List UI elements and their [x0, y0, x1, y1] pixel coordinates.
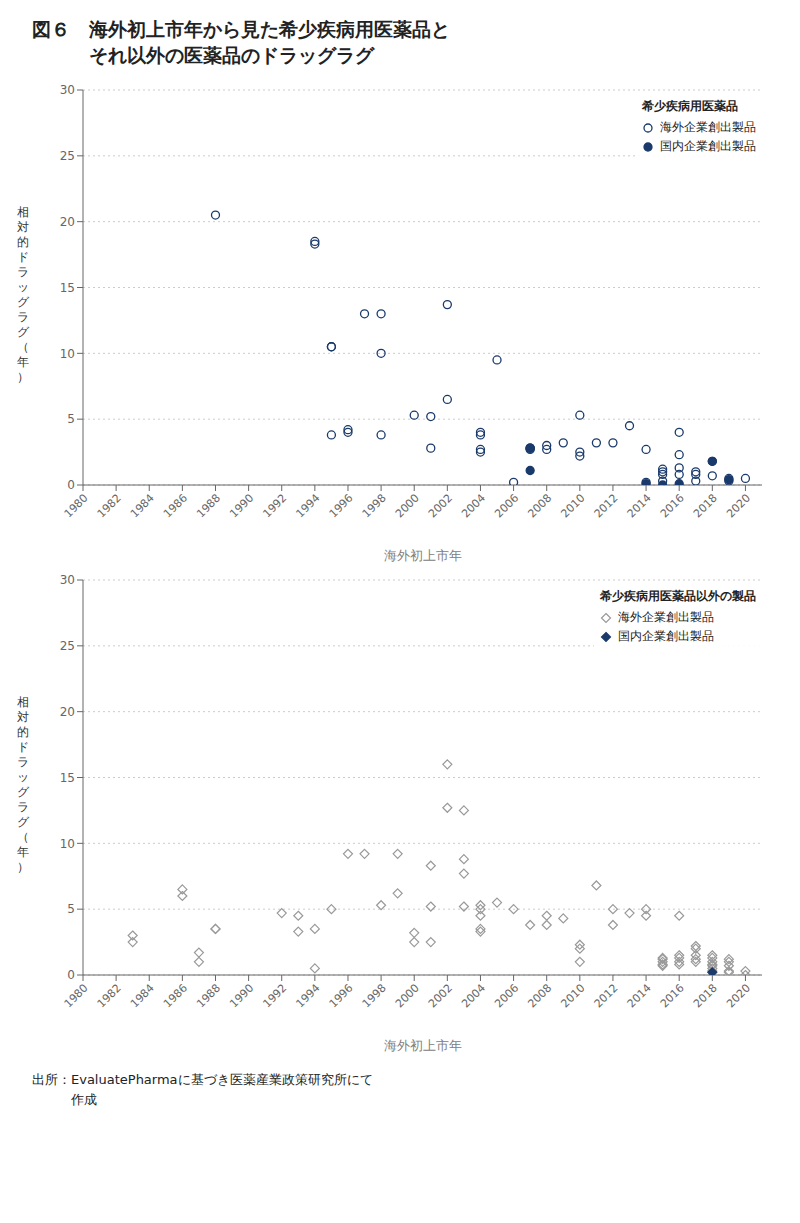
svg-text:1998: 1998: [360, 981, 389, 1010]
svg-text:2014: 2014: [625, 491, 654, 520]
svg-text:2002: 2002: [426, 491, 455, 520]
svg-text:2006: 2006: [492, 491, 521, 520]
html-text:ド: ド: [17, 740, 29, 754]
html-text:対: 対: [17, 710, 29, 724]
svg-text:1982: 1982: [95, 491, 124, 520]
svg-text:2020: 2020: [724, 491, 753, 520]
svg-text:5: 5: [67, 902, 75, 916]
svg-text:25: 25: [60, 149, 75, 163]
html-text:グ: グ: [17, 785, 29, 799]
html-text:ラ: ラ: [17, 310, 29, 324]
html-text:それ以外の医薬品のドラッグラグ: それ以外の医薬品のドラッグラグ: [32, 44, 374, 66]
html-text:相: 相: [17, 695, 29, 709]
svg-text:2010: 2010: [558, 981, 587, 1010]
svg-text:2004: 2004: [459, 491, 488, 520]
html-text:海外企業創出製品: 海外企業創出製品: [618, 610, 714, 624]
svg-text:2006: 2006: [492, 981, 521, 1010]
svg-text:1980: 1980: [62, 981, 91, 1010]
svg-text:10: 10: [60, 347, 75, 361]
svg-text:1996: 1996: [327, 491, 356, 520]
svg-text:2008: 2008: [525, 491, 554, 520]
svg-text:1986: 1986: [161, 981, 190, 1010]
svg-text:1992: 1992: [260, 981, 289, 1010]
svg-text:1994: 1994: [294, 981, 323, 1010]
html-text:グ: グ: [17, 295, 29, 309]
svg-text:2000: 2000: [393, 491, 422, 520]
svg-text:2012: 2012: [592, 491, 621, 520]
svg-text:20: 20: [60, 705, 75, 719]
html-text:年: 年: [17, 845, 29, 859]
svg-text:1990: 1990: [227, 491, 256, 520]
svg-text:1980: 1980: [62, 491, 91, 520]
html-text:対: 対: [17, 220, 29, 234]
html-text:作成: 作成: [32, 1092, 97, 1107]
svg-text:30: 30: [60, 573, 75, 587]
html-text:的: 的: [17, 235, 29, 249]
svg-text:1986: 1986: [161, 491, 190, 520]
svg-text:2020: 2020: [724, 981, 753, 1010]
svg-text:2010: 2010: [558, 491, 587, 520]
svg-text:1992: 1992: [260, 491, 289, 520]
html-text:出所：EvaluatePharmaに基づき医薬産業政策研究所: 出所：EvaluatePharmaに基づき医薬産業政策研究所にて: [32, 1072, 373, 1087]
svg-text:0: 0: [67, 968, 75, 982]
svg-text:2018: 2018: [691, 981, 720, 1010]
svg-text:2014: 2014: [625, 981, 654, 1010]
html-text:グ: グ: [17, 815, 29, 829]
svg-text:5: 5: [67, 412, 75, 426]
html-text:年: 年: [17, 355, 29, 369]
svg-text:2016: 2016: [658, 981, 687, 1010]
svg-text:1984: 1984: [128, 491, 157, 520]
svg-text:1988: 1988: [194, 491, 223, 520]
html-text:ッ: ッ: [17, 770, 29, 784]
svg-text:海外初上市年: 海外初上市年: [384, 1038, 462, 1053]
svg-text:1990: 1990: [227, 981, 256, 1010]
html-text:相: 相: [17, 205, 29, 219]
svg-text:1994: 1994: [294, 491, 323, 520]
svg-text:15: 15: [60, 281, 75, 295]
html-text:図６ 海外初上市年から見た希少疾病用医薬品と: 図６ 海外初上市年から見た希少疾病用医薬品と: [32, 18, 450, 40]
svg-text:10: 10: [60, 837, 75, 851]
svg-text:2018: 2018: [691, 491, 720, 520]
svg-text:1984: 1984: [128, 981, 157, 1010]
html-text:希少疾病用医薬品以外の製品: 希少疾病用医薬品以外の製品: [600, 589, 756, 603]
html-text:的: 的: [17, 725, 29, 739]
html-text:国内企業創出製品: 国内企業創出製品: [660, 139, 756, 153]
html-text:ド: ド: [17, 250, 29, 264]
html-text:国内企業創出製品: 国内企業創出製品: [618, 629, 714, 643]
svg-text:2012: 2012: [592, 981, 621, 1010]
svg-text:1982: 1982: [95, 981, 124, 1010]
svg-text:2004: 2004: [459, 981, 488, 1010]
html-text:ラ: ラ: [17, 265, 29, 279]
svg-text:25: 25: [60, 639, 75, 653]
svg-text:20: 20: [60, 215, 75, 229]
html-text:ラ: ラ: [17, 800, 29, 814]
svg-text:15: 15: [60, 771, 75, 785]
html-text:グ: グ: [17, 325, 29, 339]
html-text:海外企業創出製品: 海外企業創出製品: [660, 120, 756, 134]
svg-text:2002: 2002: [426, 981, 455, 1010]
svg-text:2016: 2016: [658, 491, 687, 520]
svg-text:1998: 1998: [360, 491, 389, 520]
svg-text:30: 30: [60, 83, 75, 97]
svg-text:0: 0: [67, 478, 75, 492]
html-text:ッ: ッ: [17, 280, 29, 294]
html-text:希少疾病用医薬品: 希少疾病用医薬品: [642, 99, 738, 113]
svg-text:2008: 2008: [525, 981, 554, 1010]
svg-text:1988: 1988: [194, 981, 223, 1010]
svg-text:海外初上市年: 海外初上市年: [384, 548, 462, 563]
html-text:ラ: ラ: [17, 755, 29, 769]
svg-text:2000: 2000: [393, 981, 422, 1010]
svg-text:1996: 1996: [327, 981, 356, 1010]
